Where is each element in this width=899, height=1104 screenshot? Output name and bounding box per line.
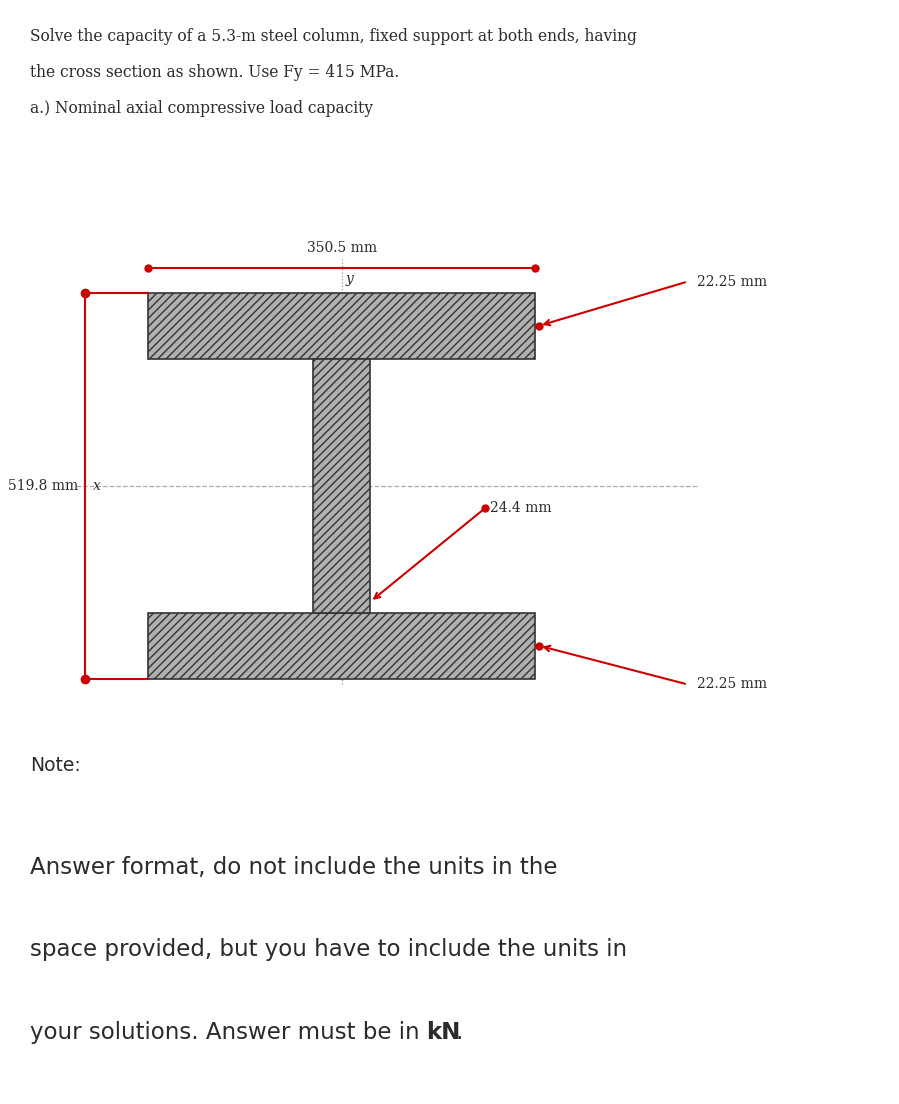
Text: 22.25 mm: 22.25 mm: [697, 275, 767, 288]
Text: Note:: Note:: [30, 756, 80, 775]
Text: y: y: [345, 272, 353, 286]
Text: space provided, but you have to include the units in: space provided, but you have to include …: [30, 938, 627, 962]
Text: the cross section as shown. Use Fy = 415 MPa.: the cross section as shown. Use Fy = 415…: [30, 64, 399, 81]
Bar: [313, 359, 370, 613]
Text: Answer format, do not include the units in the: Answer format, do not include the units …: [30, 856, 557, 879]
Text: 519.8 mm: 519.8 mm: [8, 479, 78, 492]
Text: Solve the capacity of a 5.3-m steel column, fixed support at both ends, having: Solve the capacity of a 5.3-m steel colu…: [30, 28, 636, 44]
Text: kN: kN: [426, 1021, 461, 1044]
Text: your solutions. Answer must be in: your solutions. Answer must be in: [30, 1021, 426, 1044]
Bar: [148, 613, 535, 679]
Text: x: x: [93, 479, 101, 492]
Text: a.) Nominal axial compressive load capacity: a.) Nominal axial compressive load capac…: [30, 100, 373, 117]
Bar: [148, 293, 535, 359]
Text: .: .: [455, 1021, 463, 1044]
Text: 24.4 mm: 24.4 mm: [490, 501, 552, 514]
Text: 350.5 mm: 350.5 mm: [307, 241, 377, 255]
Text: 22.25 mm: 22.25 mm: [697, 678, 767, 691]
